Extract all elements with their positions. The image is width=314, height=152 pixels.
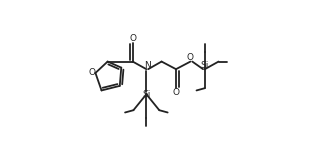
Text: O: O [187,53,194,62]
Text: N: N [144,61,150,70]
Text: Si: Si [142,90,150,99]
Text: O: O [89,68,95,78]
Text: O: O [129,34,136,43]
Text: O: O [172,88,180,97]
Text: Si: Si [201,61,209,70]
